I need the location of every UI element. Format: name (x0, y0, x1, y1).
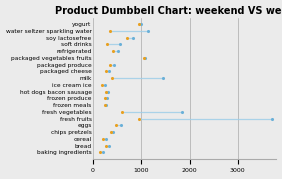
Point (109, 131, 113, 134)
Point (108, 30, 112, 32)
Point (161, 77, 165, 79)
Point (101, 151, 105, 154)
Point (98, 151, 102, 154)
Point (106, 90, 110, 93)
Point (107, 70, 111, 73)
Point (108, 63, 112, 66)
Point (130, 36, 135, 39)
Point (110, 77, 114, 79)
Point (100, 83, 104, 86)
Point (139, 23, 144, 26)
Point (120, 110, 124, 113)
Point (105, 43, 110, 46)
Point (124, 36, 129, 39)
Point (146, 30, 151, 32)
Title: Product Dumbbell Chart: weekend VS weekday: Product Dumbbell Chart: weekend VS weekd… (55, 6, 282, 16)
Point (136, 23, 141, 26)
Point (136, 117, 141, 120)
Point (104, 137, 108, 140)
Point (102, 83, 107, 86)
Point (111, 131, 116, 134)
Point (180, 110, 184, 113)
Point (114, 124, 118, 127)
Point (104, 70, 109, 73)
Point (105, 97, 109, 100)
Point (141, 56, 146, 59)
Point (104, 144, 108, 147)
Point (104, 104, 108, 107)
Point (115, 50, 120, 53)
Point (143, 56, 147, 59)
Point (111, 50, 116, 53)
Point (111, 63, 116, 66)
Point (102, 104, 107, 107)
Point (100, 137, 105, 140)
Point (119, 124, 123, 127)
Point (117, 43, 122, 46)
Point (104, 90, 108, 93)
Point (107, 144, 112, 147)
Point (103, 97, 108, 100)
Point (269, 117, 274, 120)
